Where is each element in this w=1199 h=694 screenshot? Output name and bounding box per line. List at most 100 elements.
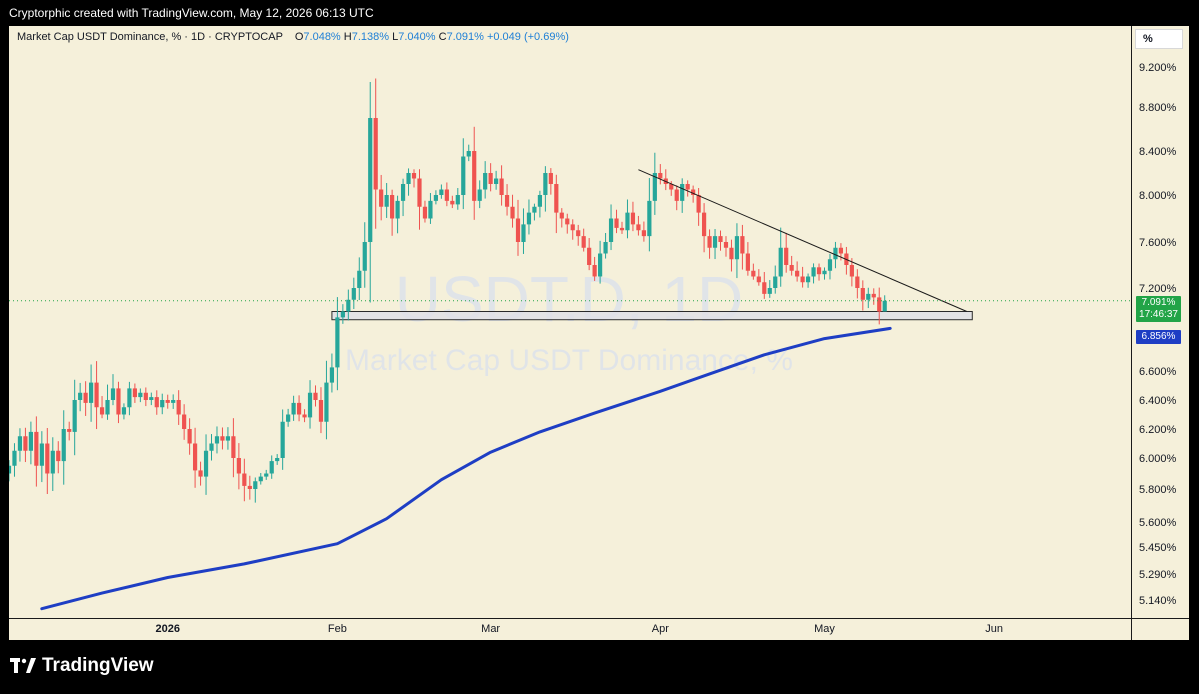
- candle-body: [220, 436, 225, 441]
- candle-body: [275, 458, 280, 462]
- candle-body: [390, 195, 395, 219]
- candle-body: [231, 436, 236, 458]
- candle-body: [816, 267, 822, 275]
- legend-open-label: O: [294, 31, 304, 43]
- candle-body: [466, 151, 471, 157]
- candle-body: [521, 224, 526, 242]
- legend-high-value: 7.138%: [351, 31, 390, 43]
- candle-body: [592, 265, 597, 277]
- support-zone-box: [331, 311, 973, 321]
- candle-body: [121, 407, 127, 415]
- x-tick-label: Feb: [328, 623, 347, 635]
- candle-body: [570, 224, 575, 231]
- candle-body: [554, 184, 559, 213]
- chart-legend: Market Cap USDT Dominance, % · 1D · CRYP…: [17, 31, 569, 43]
- candle-body: [269, 461, 274, 474]
- candle-body: [34, 431, 39, 466]
- candle-body: [203, 450, 209, 477]
- candle-body: [12, 450, 17, 466]
- candle-body: [225, 436, 231, 441]
- candle-body: [209, 443, 214, 451]
- candle-body: [362, 242, 367, 271]
- candle-body: [849, 265, 854, 277]
- candle-body: [351, 288, 356, 300]
- candle-body: [860, 288, 865, 300]
- candle-body: [866, 293, 871, 300]
- candle-body: [39, 443, 44, 466]
- legend-close-label: C: [438, 31, 447, 43]
- candle-body: [280, 421, 285, 458]
- candle-body: [877, 297, 882, 312]
- candle-body: [565, 218, 570, 225]
- candle-body: [526, 212, 532, 225]
- candle-body: [302, 414, 307, 418]
- candle-body: [751, 270, 756, 277]
- candle-body: [504, 195, 510, 207]
- candle-body: [99, 407, 105, 415]
- candle-body: [773, 276, 778, 288]
- candle-body: [630, 212, 636, 225]
- candle-body: [477, 189, 482, 201]
- candle-body: [23, 436, 28, 451]
- candle-body: [406, 173, 411, 184]
- watermark-symbol: USDT.D, 1D: [395, 263, 744, 335]
- candle-body: [9, 465, 12, 474]
- candle-body: [346, 299, 351, 312]
- candle-body: [871, 293, 876, 298]
- candle-body: [680, 184, 685, 201]
- candle-body: [499, 178, 504, 195]
- candle-body: [532, 206, 537, 213]
- bar-countdown: 17:46:37: [1139, 309, 1178, 320]
- candle-body: [395, 200, 400, 219]
- candle-body: [182, 414, 187, 429]
- candle-body: [494, 178, 499, 184]
- candle-body: [822, 270, 827, 275]
- brand-logo: TradingView: [10, 655, 154, 677]
- candle-body: [247, 485, 252, 489]
- candle-body: [767, 288, 772, 294]
- candle-body: [636, 224, 641, 231]
- candle-body: [198, 470, 203, 477]
- candle-body: [28, 431, 33, 451]
- y-tick-label: 6.000%: [1139, 453, 1177, 465]
- candle-body: [373, 118, 378, 190]
- legend-open-value: 7.048%: [303, 31, 341, 43]
- candle-body: [291, 402, 296, 415]
- trendline: [638, 169, 968, 312]
- candle-body: [559, 212, 564, 219]
- candle-body: [745, 253, 750, 271]
- candle-body: [307, 392, 313, 418]
- candle-body: [740, 236, 745, 254]
- chart-caption: Cryptorphic created with TradingView.com…: [9, 6, 374, 20]
- candle-body: [587, 247, 592, 265]
- x-tick-label: May: [814, 623, 835, 635]
- candle-body: [67, 429, 72, 432]
- y-tick-label: 9.200%: [1139, 62, 1177, 74]
- candle-body: [165, 400, 170, 403]
- candle-body: [428, 200, 433, 219]
- candle-body: [56, 450, 61, 462]
- candle-body: [674, 189, 679, 201]
- candle-body: [483, 173, 488, 190]
- y-tick-label: 6.600%: [1139, 366, 1177, 378]
- price-chart[interactable]: USDT.D, 1D Market Cap USDT Dominance, % …: [9, 26, 1189, 640]
- support-zone: [331, 311, 973, 321]
- candle-body: [647, 200, 652, 237]
- price-scale-unit-button[interactable]: %: [1135, 29, 1183, 49]
- candle-body: [548, 173, 553, 184]
- candle-body: [105, 400, 110, 415]
- candle-body: [171, 400, 176, 403]
- candle-body: [696, 195, 701, 213]
- candle-body: [608, 218, 614, 242]
- descending-trendline: [638, 169, 968, 312]
- candle-body: [357, 270, 362, 288]
- candle-body: [515, 218, 521, 242]
- candle-body: [543, 173, 548, 195]
- candle-body: [50, 450, 55, 474]
- candle-body: [411, 173, 417, 179]
- ema-price-tag: 6.856%: [1136, 330, 1181, 344]
- candle-body: [368, 118, 373, 242]
- candle-body: [729, 247, 734, 260]
- candle-body: [329, 367, 335, 383]
- y-tick-label: 6.400%: [1139, 395, 1177, 407]
